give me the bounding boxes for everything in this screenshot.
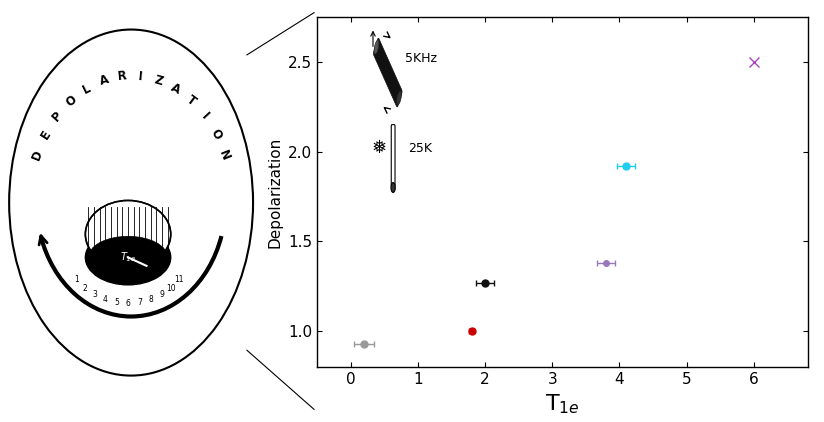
Text: Z: Z [152,73,164,88]
Text: A: A [168,81,182,97]
Ellipse shape [88,236,168,279]
Text: 4: 4 [103,295,108,304]
Text: I: I [199,110,211,122]
Text: I: I [138,70,143,83]
Text: N: N [217,148,232,162]
Text: 8: 8 [148,295,153,304]
Ellipse shape [86,230,171,285]
Text: 5KHz: 5KHz [405,51,437,65]
Text: $T_{1e}$: $T_{1e}$ [120,251,136,264]
Text: 2: 2 [82,284,87,292]
FancyBboxPatch shape [391,124,395,186]
Text: A: A [98,73,110,88]
Text: 10: 10 [166,284,176,292]
Text: E: E [39,128,54,141]
Text: P: P [49,109,65,124]
Text: T: T [184,93,199,108]
Text: 6: 6 [125,299,130,308]
Ellipse shape [374,41,379,54]
Text: 25K: 25K [408,141,432,154]
Text: 9: 9 [159,290,164,299]
Text: O: O [208,127,224,142]
Text: L: L [81,81,93,96]
Text: 3: 3 [92,290,97,299]
Text: 7: 7 [138,298,142,307]
Y-axis label: Depolarization: Depolarization [268,136,283,248]
Text: 11: 11 [175,275,185,284]
Ellipse shape [391,183,396,192]
Text: O: O [63,93,79,109]
X-axis label: T$_{1e}$: T$_{1e}$ [545,392,579,416]
Text: R: R [117,70,127,84]
Text: ❅: ❅ [372,139,386,157]
Text: D: D [30,148,45,162]
Ellipse shape [86,200,171,268]
Text: 1: 1 [74,275,79,284]
Text: 5: 5 [114,298,119,307]
Ellipse shape [396,91,401,105]
FancyBboxPatch shape [373,38,402,107]
